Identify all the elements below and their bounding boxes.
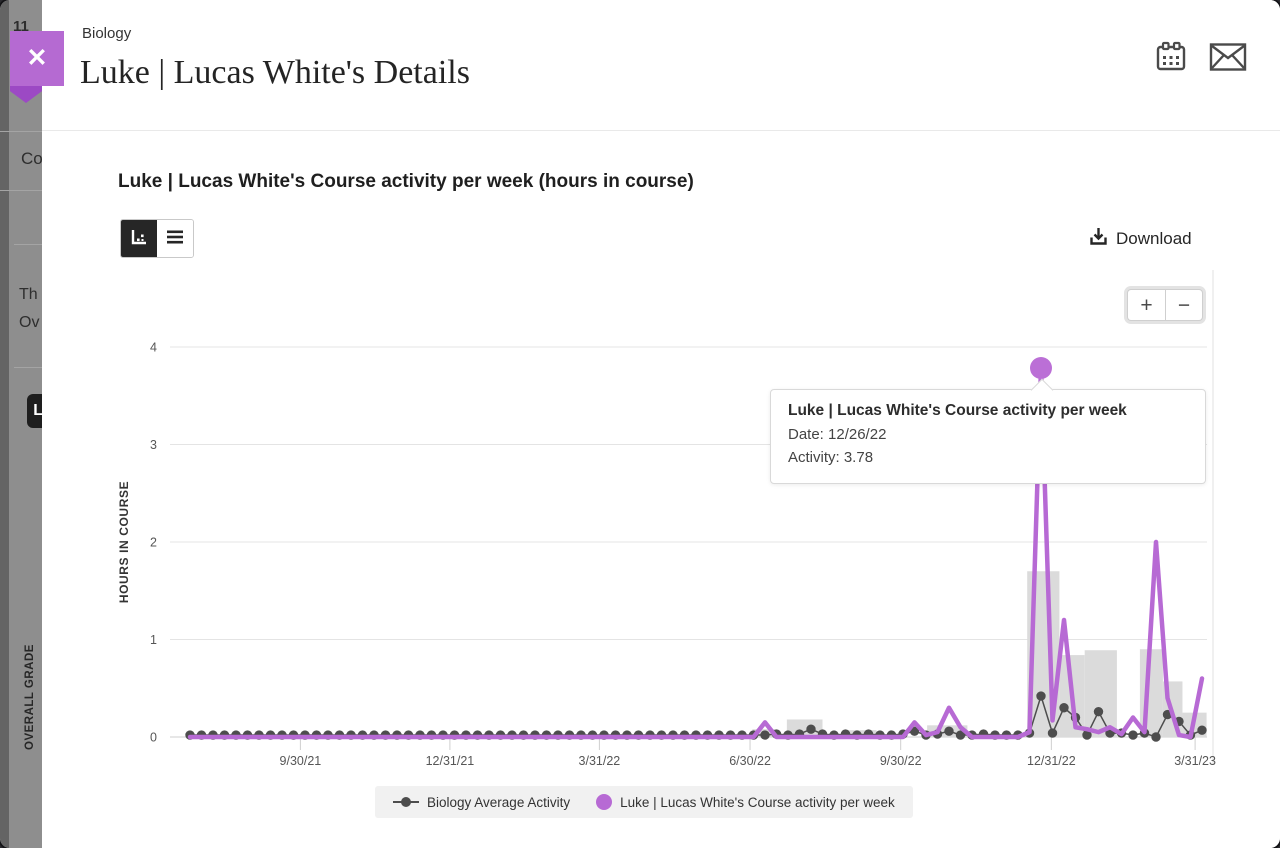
tooltip-title: Luke | Lucas White's Course activity per… (788, 402, 1127, 419)
svg-text:3/31/22: 3/31/22 (579, 754, 621, 768)
calendar-icon (1154, 40, 1188, 77)
svg-text:1: 1 (150, 633, 157, 647)
legend-item-average[interactable]: Biology Average Activity (393, 795, 570, 810)
svg-text:0: 0 (150, 731, 157, 745)
background-nav-fragment: Co (21, 149, 43, 168)
svg-text:3: 3 (150, 438, 157, 452)
zoom-out-button[interactable]: − (1165, 289, 1203, 321)
svg-text:3/31/23: 3/31/23 (1174, 754, 1216, 768)
view-toggle (120, 219, 194, 258)
chart-title: Luke | Lucas White's Course activity per… (118, 171, 694, 192)
calendar-button[interactable] (1151, 38, 1191, 78)
background-date-fragment: 11 (13, 18, 29, 35)
svg-text:2: 2 (150, 536, 157, 550)
svg-text:HOURS IN COURSE: HOURS IN COURSE (117, 481, 131, 603)
legend-item-student[interactable]: Luke | Lucas White's Course activity per… (596, 794, 895, 810)
chart-tooltip: Luke | Lucas White's Course activity per… (770, 378, 1206, 484)
background-page: 11 Co Th Ov L OVERALL GRADE (0, 0, 44, 848)
download-icon (1088, 226, 1109, 252)
divider (14, 244, 42, 245)
panel-header (42, 0, 1280, 131)
divider (0, 131, 42, 132)
page-title: Luke | Lucas White's Details (80, 54, 470, 91)
hovered-data-point[interactable] (1030, 357, 1052, 380)
svg-text:4: 4 (150, 341, 157, 355)
background-text-fragment: Ov (19, 314, 40, 331)
email-button[interactable] (1208, 38, 1248, 78)
scatter-chart-icon (130, 228, 148, 249)
student-series-swatch (596, 794, 613, 810)
average-series-swatch (393, 797, 419, 807)
tooltip-date: Date: 12/26/22 (788, 426, 887, 443)
tooltip-activity: Activity: 3.78 (788, 449, 874, 467)
svg-text:9/30/22: 9/30/22 (880, 754, 922, 768)
divider (14, 367, 42, 368)
legend-label: Luke | Lucas White's Course activity per… (620, 794, 895, 810)
close-icon: ✕ (26, 44, 48, 72)
chart-legend: Biology Average Activity Luke | Lucas Wh… (375, 786, 913, 818)
legend-label: Biology Average Activity (427, 794, 571, 810)
background-text-fragment: Th (19, 286, 38, 303)
download-button[interactable]: Download (1088, 226, 1192, 252)
close-button[interactable]: ✕ (10, 31, 64, 86)
course-name: Biology (82, 25, 132, 42)
table-view-button[interactable] (157, 220, 193, 257)
svg-text:6/30/22: 6/30/22 (729, 754, 771, 768)
chart-view-button[interactable] (121, 220, 157, 257)
background-sidebar (0, 0, 9, 848)
envelope-icon (1209, 41, 1247, 76)
svg-text:12/31/21: 12/31/21 (426, 754, 475, 768)
divider (0, 190, 42, 191)
svg-text:9/30/21: 9/30/21 (280, 754, 322, 768)
svg-text:12/31/22: 12/31/22 (1027, 754, 1076, 768)
chart-zoom-controls: + − (1124, 286, 1206, 324)
list-icon (166, 229, 184, 248)
zoom-in-button[interactable]: + (1127, 289, 1165, 321)
background-button-fragment[interactable]: L (27, 394, 44, 428)
download-label: Download (1116, 229, 1192, 248)
